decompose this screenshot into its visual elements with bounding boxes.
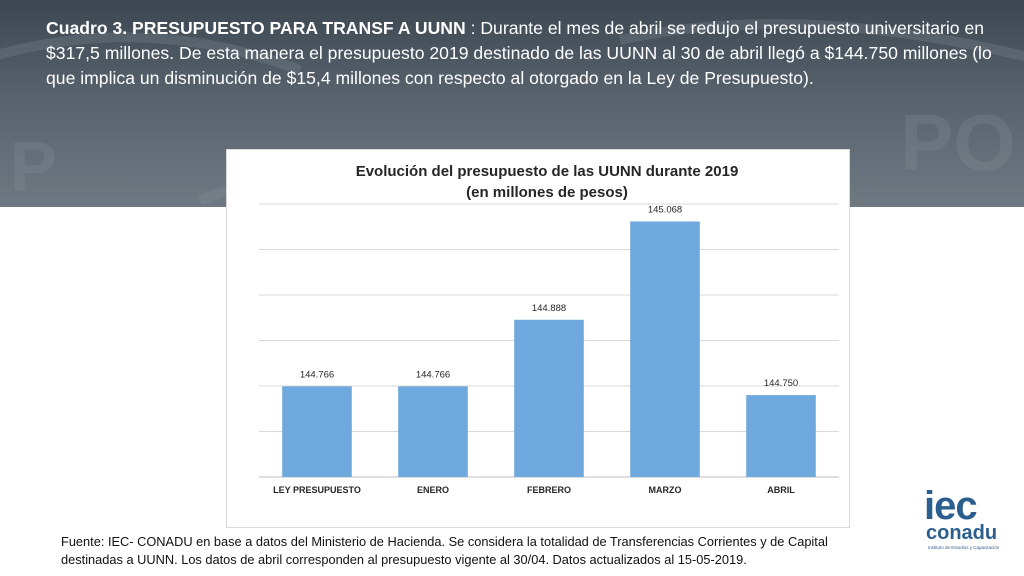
source-footnote: Fuente: IEC- CONADU en base a datos del … bbox=[61, 534, 828, 567]
category-label: MARZO bbox=[649, 485, 682, 495]
chart-panel: Evolución del presupuesto de las UUNN du… bbox=[226, 149, 850, 528]
bar-chart: Evolución del presupuesto de las UUNN du… bbox=[259, 163, 839, 495]
category-label: ABRIL bbox=[767, 485, 795, 495]
category-labels: LEY PRESUPUESTO ENERO FEBRERO MARZO ABRIL bbox=[273, 485, 795, 495]
bars bbox=[282, 221, 816, 477]
data-labels: 144.766 144.766 144.888 145.068 144.750 bbox=[300, 204, 798, 389]
svg-text:P: P bbox=[10, 127, 57, 205]
chart-subtitle: (en millones de pesos) bbox=[466, 184, 628, 201]
bar-enero bbox=[398, 386, 468, 477]
bar-marzo bbox=[630, 221, 700, 477]
data-label: 145.068 bbox=[648, 204, 682, 215]
category-label: LEY PRESUPUESTO bbox=[273, 485, 361, 495]
bar-febrero bbox=[514, 319, 584, 477]
svg-text:PO: PO bbox=[900, 98, 1016, 187]
category-label: ENERO bbox=[417, 485, 449, 495]
data-label: 144.766 bbox=[300, 369, 334, 380]
logo-iec-text: iec bbox=[924, 484, 978, 528]
heading-body: : Durante el mes de abril se redujo el p… bbox=[46, 18, 992, 88]
logo-conadu-text: conadu bbox=[926, 522, 998, 544]
data-label: 144.888 bbox=[532, 303, 566, 314]
category-label: FEBRERO bbox=[527, 485, 571, 495]
heading-title: Cuadro 3. PRESUPUESTO PARA TRANSF A UUNN bbox=[46, 18, 466, 38]
data-label: 144.750 bbox=[764, 378, 798, 389]
bar-ley-presupuesto bbox=[282, 386, 352, 477]
data-label: 144.766 bbox=[416, 369, 450, 380]
chart-title: Evolución del presupuesto de las UUNN du… bbox=[356, 163, 739, 180]
page-heading: Cuadro 3. PRESUPUESTO PARA TRANSF A UUNN… bbox=[46, 16, 1002, 91]
iec-conadu-logo: iec conadu Instituto de Estudios y Capac… bbox=[924, 484, 1014, 552]
logo-subtitle: Instituto de Estudios y Capacitación bbox=[928, 545, 1000, 550]
bar-abril bbox=[746, 395, 816, 477]
